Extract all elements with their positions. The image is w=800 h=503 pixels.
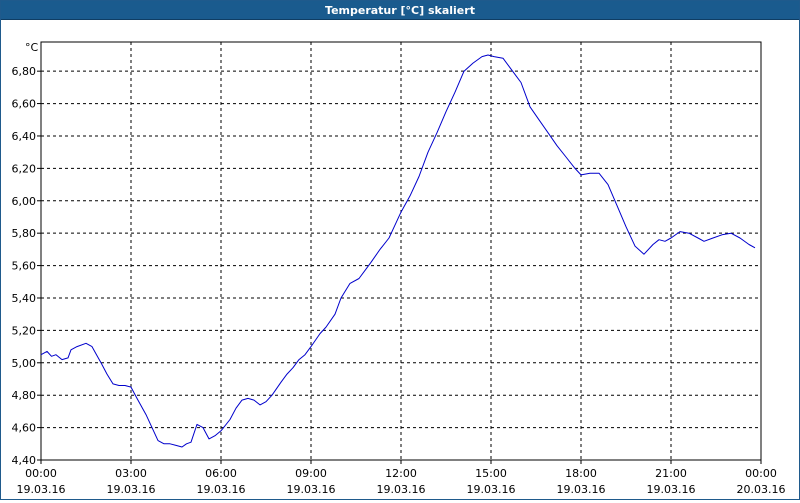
- x-tick-date-label: 19.03.16: [377, 483, 426, 496]
- grid-lines: [41, 42, 761, 461]
- x-tick-date-label: 19.03.16: [197, 483, 246, 496]
- y-tick-label: 5,80: [12, 227, 37, 240]
- y-tick-label: 6,80: [12, 65, 37, 78]
- y-tick-label: 5,40: [12, 292, 37, 305]
- y-tick-label: 4,80: [12, 389, 37, 402]
- y-tick-label: 6,60: [12, 98, 37, 111]
- window-title: Temperatur [°C] skaliert: [1, 1, 799, 20]
- x-tick-time-label: 06:00: [205, 467, 237, 480]
- y-tick-label: 4,60: [12, 422, 37, 435]
- x-tick-date-label: 20.03.16: [737, 483, 786, 496]
- y-unit-label: °C: [25, 41, 39, 54]
- x-tick-time-label: 12:00: [385, 467, 417, 480]
- y-tick-label: 5,20: [12, 324, 37, 337]
- y-tick-label: 6,00: [12, 195, 37, 208]
- axis-labels: °C 4,40 4,60 4,80 5,00 5,20 5,40 5,60 5,80 6,00 6…: [12, 41, 786, 496]
- x-tick-time-label: 21:00: [655, 467, 687, 480]
- x-tick-date-label: 19.03.16: [287, 483, 336, 496]
- x-tick-time-label: 00:00: [25, 467, 57, 480]
- x-tick-time-label: 18:00: [565, 467, 597, 480]
- temperature-series-line: [40, 54, 756, 448]
- y-tick-label: 5,60: [12, 260, 37, 273]
- series-layer: [40, 54, 756, 448]
- temperature-chart: °C 4,40 4,60 4,80 5,00 5,20 5,40 5,60 5,80 6,00 6…: [12, 41, 786, 496]
- x-tick-time-label: 09:00: [295, 467, 327, 480]
- y-tick-label: 6,20: [12, 162, 37, 175]
- x-tick-date-label: 19.03.16: [17, 483, 66, 496]
- x-tick-date-label: 19.03.16: [647, 483, 696, 496]
- x-tick-time-label: 15:00: [475, 467, 507, 480]
- x-tick-time-label: 00:00: [745, 467, 777, 480]
- x-tick-time-label: 03:00: [115, 467, 147, 480]
- x-tick-date-label: 19.03.16: [467, 483, 516, 496]
- y-tick-label: 5,00: [12, 357, 37, 370]
- x-tick-date-label: 19.03.16: [557, 483, 606, 496]
- chart-area: °C 4,40 4,60 4,80 5,00 5,20 5,40 5,60 5,80 6,00 6…: [1, 20, 799, 499]
- y-tick-label: 6,40: [12, 130, 37, 143]
- x-tick-date-label: 19.03.16: [107, 483, 156, 496]
- y-tick-label: 4,40: [12, 454, 37, 467]
